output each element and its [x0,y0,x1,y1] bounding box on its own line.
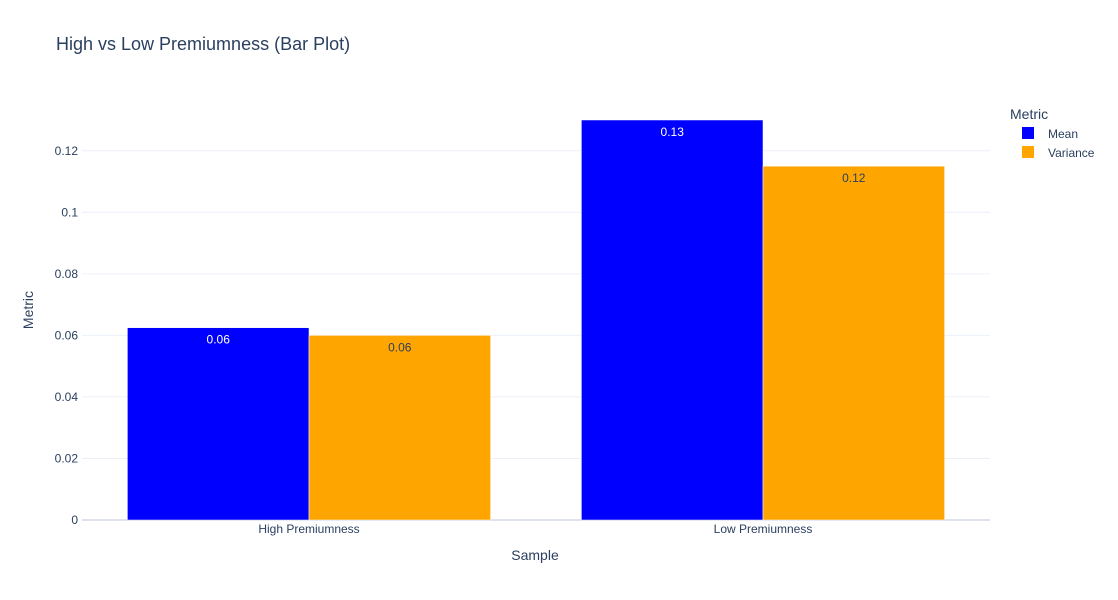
bar-value-label: 0.06 [388,340,412,354]
bar-value-label: 0.06 [207,333,231,347]
y-tick-label: 0 [71,513,78,527]
x-axis-ticks: High Premiumness Low Premiumness [258,522,812,536]
legend-swatch-variance[interactable] [1022,146,1034,158]
legend-title: Metric [1010,106,1048,122]
y-axis-ticks: 0 0.02 0.04 0.06 0.08 0.1 0.12 [55,144,79,527]
bar-variance-2[interactable] [762,165,945,521]
legend-swatch-mean[interactable] [1022,127,1034,139]
legend-items: Mean Variance [1022,127,1095,160]
chart-title: High vs Low Premiumness (Bar Plot) [56,34,350,54]
bar-value-label: 0.12 [842,171,866,185]
y-axis-title: Metric [20,291,36,329]
legend-label-variance[interactable]: Variance [1048,146,1095,160]
y-tick-label: 0.06 [55,328,79,342]
y-tick-label: 0.02 [55,451,79,465]
legend-label-mean[interactable]: Mean [1048,127,1078,141]
x-tick-label: High Premiumness [258,522,359,536]
y-tick-label: 0.12 [55,144,79,158]
x-tick-label: Low Premiumness [714,522,813,536]
bar-mean-1[interactable] [127,327,310,521]
x-axis-title: Sample [511,547,559,563]
bar-value-label: 0.13 [661,125,685,139]
bar-mean-2[interactable] [581,119,764,521]
bars [127,119,945,521]
y-tick-label: 0.04 [55,390,79,404]
legend: Metric Mean Variance [1010,106,1095,160]
bar-data-labels: 0.06 0.06 0.13 0.12 [207,125,866,354]
bar-variance-1[interactable] [308,335,491,521]
y-tick-label: 0.1 [61,205,78,219]
y-tick-label: 0.08 [55,267,79,281]
